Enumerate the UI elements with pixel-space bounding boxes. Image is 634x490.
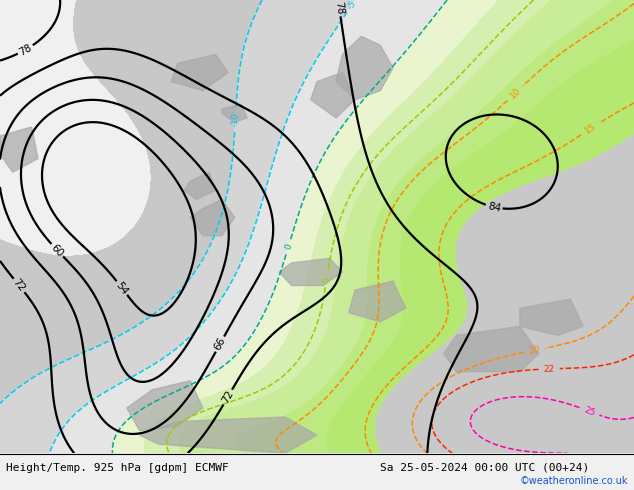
Text: 72: 72 [220,389,235,405]
Text: 84: 84 [486,201,501,214]
Polygon shape [190,199,235,236]
Polygon shape [444,326,539,371]
Text: 78: 78 [17,42,34,57]
Text: 20: 20 [528,344,541,356]
Polygon shape [184,172,216,199]
Text: 60: 60 [49,242,65,259]
Text: 66: 66 [212,336,228,352]
Polygon shape [127,381,203,431]
Polygon shape [171,54,228,91]
Polygon shape [0,127,38,172]
Text: 15: 15 [583,122,597,136]
Polygon shape [349,281,406,322]
Polygon shape [336,36,393,99]
Polygon shape [139,417,317,453]
Text: ©weatheronline.co.uk: ©weatheronline.co.uk [519,476,628,486]
Text: 25: 25 [583,405,597,417]
Text: 10: 10 [508,86,522,100]
Text: Height/Temp. 925 hPa [gdpm] ECMWF: Height/Temp. 925 hPa [gdpm] ECMWF [6,463,229,473]
Polygon shape [222,104,247,122]
Polygon shape [520,299,583,335]
Text: 22: 22 [543,364,555,373]
Text: -5: -5 [346,0,358,11]
Text: 0: 0 [283,243,294,251]
Polygon shape [311,73,355,118]
Text: 72: 72 [11,277,27,294]
Text: 78: 78 [333,0,345,15]
Text: Sa 25-05-2024 00:00 UTC (00+24): Sa 25-05-2024 00:00 UTC (00+24) [380,463,590,473]
Text: 5: 5 [321,276,332,283]
Text: 54: 54 [114,280,130,296]
Text: -10: -10 [231,112,240,127]
Polygon shape [279,258,342,286]
